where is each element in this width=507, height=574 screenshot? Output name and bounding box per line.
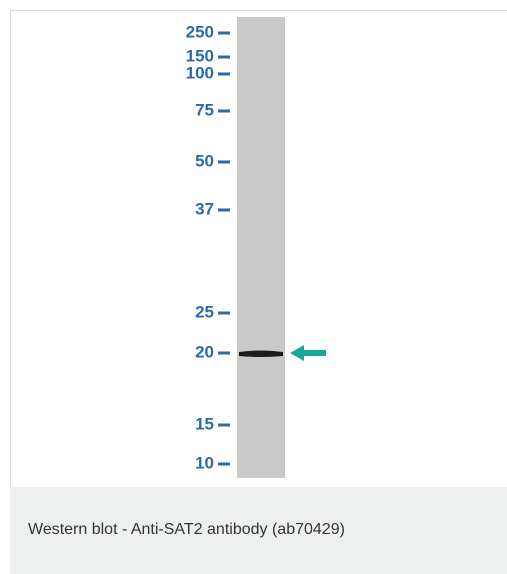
- marker-dash: [218, 73, 230, 76]
- marker-label: 37: [195, 199, 214, 218]
- marker-dash: [218, 161, 230, 164]
- marker-label: 75: [195, 100, 214, 119]
- marker-label: 15: [195, 414, 214, 433]
- marker-label: 25: [195, 302, 214, 321]
- marker-dash: [218, 209, 230, 212]
- band: [239, 351, 283, 358]
- marker-dash: [218, 424, 230, 427]
- marker-label: 100: [186, 63, 214, 82]
- marker-dash: [218, 56, 230, 59]
- marker-dash: [218, 110, 230, 113]
- lane: [237, 17, 285, 478]
- marker-label: 20: [195, 342, 214, 361]
- marker-dash: [218, 312, 230, 315]
- marker-dash: [218, 32, 230, 35]
- caption: Western blot - Anti-SAT2 antibody (ab704…: [28, 521, 345, 539]
- caption-bar: Western blot - Anti-SAT2 antibody (ab704…: [10, 487, 507, 574]
- marker-dash: [218, 352, 230, 355]
- marker-label: 10: [195, 453, 214, 472]
- marker-label: 250: [186, 22, 214, 41]
- marker-dash: [218, 463, 230, 466]
- figure: 25015010075503725201510 Western blot - A…: [0, 0, 507, 574]
- marker-label: 50: [195, 151, 214, 170]
